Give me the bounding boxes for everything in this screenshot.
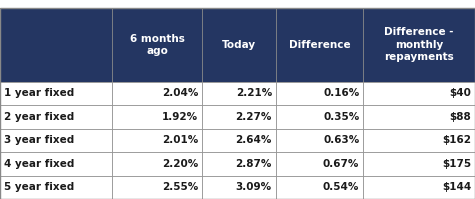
Text: Difference -
monthly
repayments: Difference - monthly repayments (384, 27, 454, 62)
Text: 0.63%: 0.63% (323, 135, 359, 145)
Text: $162: $162 (442, 135, 471, 145)
Text: 2.01%: 2.01% (162, 135, 198, 145)
Bar (363, 152, 475, 176)
Text: $144: $144 (442, 182, 471, 192)
Bar (363, 105, 475, 129)
Text: 2.20%: 2.20% (162, 159, 198, 169)
Bar (202, 8, 276, 82)
Bar (112, 129, 202, 152)
Bar (0, 8, 112, 82)
Text: 0.35%: 0.35% (323, 112, 359, 122)
Text: $40: $40 (449, 88, 471, 98)
Bar (276, 105, 363, 129)
Text: 2.21%: 2.21% (236, 88, 272, 98)
Text: 3 year fixed: 3 year fixed (4, 135, 74, 145)
Text: 0.54%: 0.54% (323, 182, 359, 192)
Text: 1.92%: 1.92% (162, 112, 198, 122)
Text: 2.04%: 2.04% (162, 88, 198, 98)
Bar (276, 82, 363, 105)
Text: 3.09%: 3.09% (236, 182, 272, 192)
Text: $88: $88 (449, 112, 471, 122)
Bar (0, 152, 112, 176)
Bar (276, 176, 363, 199)
Text: 5 year fixed: 5 year fixed (4, 182, 74, 192)
Bar (202, 105, 276, 129)
Bar (0, 105, 112, 129)
Text: Difference: Difference (289, 40, 350, 50)
Bar (276, 129, 363, 152)
Text: 0.67%: 0.67% (323, 159, 359, 169)
Text: Today: Today (222, 40, 256, 50)
Bar (276, 8, 363, 82)
Bar (202, 152, 276, 176)
Text: $175: $175 (442, 159, 471, 169)
Bar (202, 82, 276, 105)
Text: 2.87%: 2.87% (236, 159, 272, 169)
Bar (202, 129, 276, 152)
Bar (363, 8, 475, 82)
Bar (276, 152, 363, 176)
Text: 2 year fixed: 2 year fixed (4, 112, 74, 122)
Text: 2.55%: 2.55% (162, 182, 198, 192)
Text: 1 year fixed: 1 year fixed (4, 88, 74, 98)
Bar (112, 176, 202, 199)
Bar (0, 176, 112, 199)
Text: 6 months
ago: 6 months ago (130, 34, 184, 56)
Bar (112, 152, 202, 176)
Text: 4 year fixed: 4 year fixed (4, 159, 74, 169)
Bar (112, 8, 202, 82)
Bar (363, 129, 475, 152)
Bar (0, 82, 112, 105)
Bar (0, 129, 112, 152)
Bar (112, 82, 202, 105)
Bar (363, 176, 475, 199)
Bar (363, 82, 475, 105)
Text: 0.16%: 0.16% (323, 88, 359, 98)
Bar (112, 105, 202, 129)
Text: 2.64%: 2.64% (236, 135, 272, 145)
Bar (202, 176, 276, 199)
Text: 2.27%: 2.27% (236, 112, 272, 122)
